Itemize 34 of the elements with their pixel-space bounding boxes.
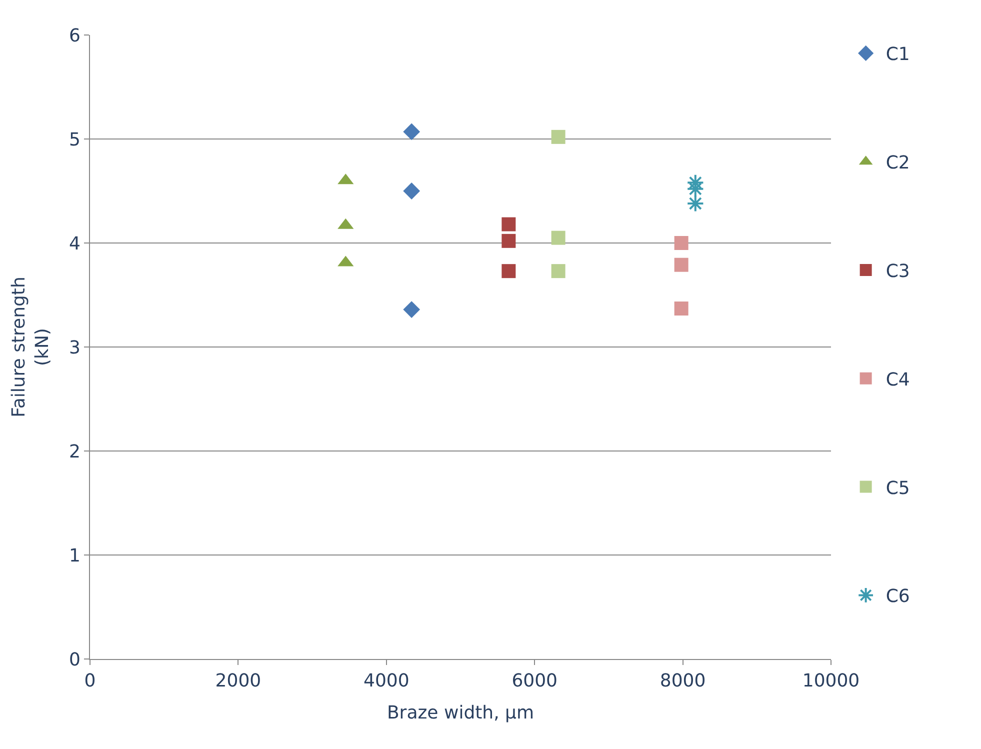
x-tick-label: 2000 — [215, 670, 262, 692]
y-tick-label: 2 — [68, 441, 80, 462]
x-tick-label: 0 — [84, 670, 96, 692]
y-tick-label: 5 — [68, 129, 80, 150]
x-axis-title: Braze width, µm — [386, 702, 534, 724]
x-tick-label: 4000 — [363, 670, 410, 692]
point — [502, 264, 516, 278]
legend-label: C2 — [886, 152, 910, 174]
point — [502, 234, 516, 248]
point — [502, 217, 516, 232]
y-axis-title: Failure strength (kN) — [8, 276, 54, 418]
y-tick-label: 1 — [68, 545, 80, 566]
point — [674, 236, 688, 250]
legend-label: C5 — [886, 478, 910, 499]
legend-label: C1 — [886, 44, 910, 66]
legend-label: C3 — [886, 261, 910, 282]
x-tick-label: 8000 — [660, 670, 706, 692]
point — [403, 123, 420, 140]
point — [551, 264, 566, 278]
y-tick-label: 0 — [68, 649, 80, 670]
point — [674, 258, 688, 272]
y-tick-label: 4 — [68, 233, 80, 254]
x-tick-label: 6000 — [512, 670, 558, 692]
legend-label: C6 — [886, 586, 910, 608]
point — [551, 230, 566, 245]
y-tick-label: 3 — [68, 337, 80, 358]
y-tick-label: 6 — [68, 25, 80, 46]
x-tick-label: 10000 — [802, 670, 860, 692]
point — [686, 194, 704, 212]
legend-label: C4 — [886, 369, 910, 390]
point — [551, 130, 566, 144]
point — [403, 182, 420, 200]
point — [674, 302, 688, 316]
point — [403, 301, 420, 318]
